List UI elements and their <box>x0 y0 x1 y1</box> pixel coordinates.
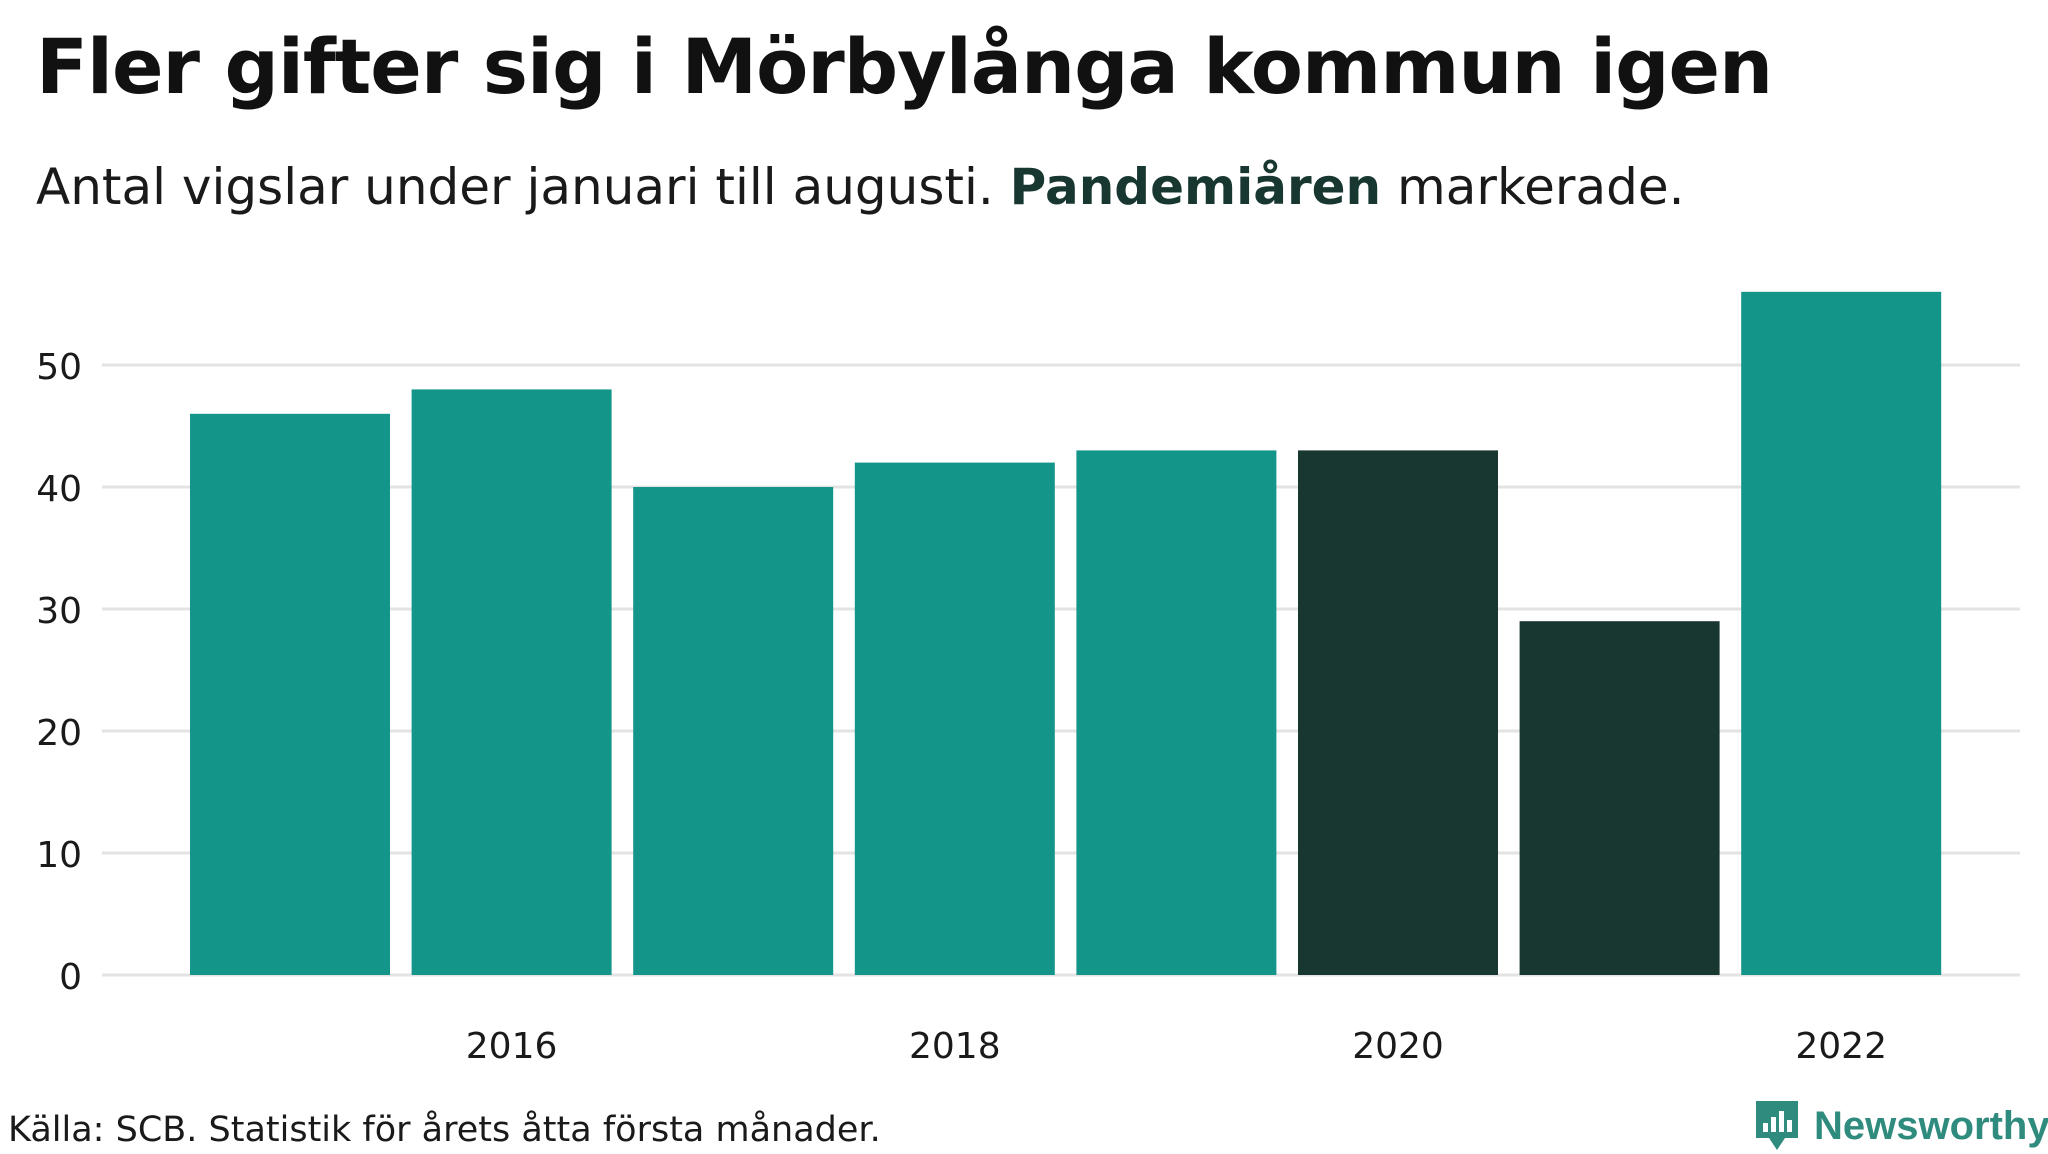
x-tick-label: 2020 <box>1352 1026 1444 1067</box>
subtitle-text-end: markerade. <box>1381 158 1685 216</box>
chart-title: Fler gifter sig i Mörbylånga kommun igen <box>36 22 1773 111</box>
chart-subtitle: Antal vigslar under januari till augusti… <box>36 158 1684 216</box>
y-tick-label: 30 <box>36 591 82 632</box>
brand-logo: Newsworthy <box>1752 1098 2048 1154</box>
bar-2018 <box>854 462 1055 976</box>
bar-2021 <box>1519 621 1720 975</box>
y-tick-label: 0 <box>59 957 82 998</box>
y-tick-label: 10 <box>36 835 82 876</box>
brand-name: Newsworthy <box>1814 1103 2048 1148</box>
y-tick-label: 40 <box>36 469 82 510</box>
y-tick-label: 20 <box>36 713 82 754</box>
bar-2016 <box>411 389 612 975</box>
x-tick-label: 2022 <box>1795 1026 1887 1067</box>
bar-2020 <box>1298 450 1498 975</box>
subtitle-highlight: Pandemiåren <box>1009 158 1382 216</box>
newsworthy-icon <box>1756 1101 1798 1150</box>
x-tick-label: 2016 <box>466 1026 558 1067</box>
bar-2022 <box>1741 291 1942 975</box>
x-tick-label: 2018 <box>909 1026 1001 1067</box>
bar-2019 <box>1076 450 1277 975</box>
bar-2017 <box>633 487 834 975</box>
source-note: Källa: SCB. Statistik för årets åtta för… <box>8 1110 881 1150</box>
subtitle-text: Antal vigslar under januari till augusti… <box>36 158 1010 216</box>
y-tick-label: 50 <box>36 347 82 388</box>
bar-2015 <box>190 413 390 975</box>
